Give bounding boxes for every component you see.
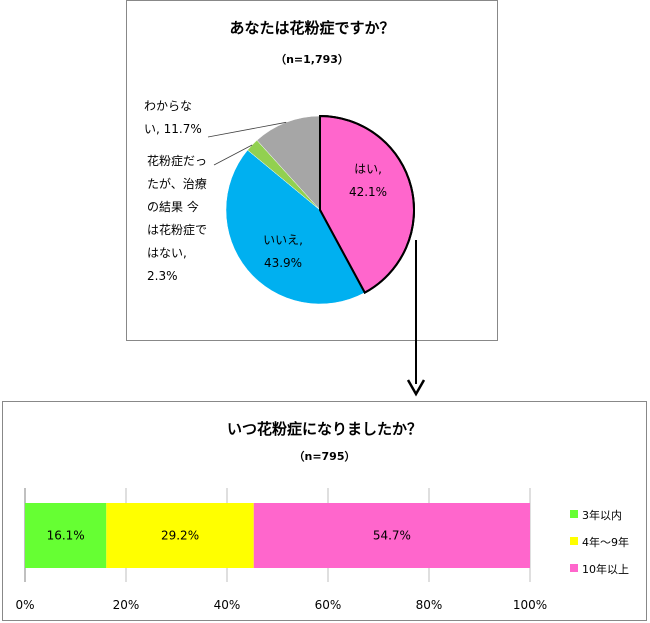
bar-subtitle: （n=795）	[293, 450, 356, 463]
pie-label-former-1: たが、治療	[147, 176, 207, 191]
bar-value-label-2: 54.7%	[373, 529, 411, 543]
bar-value-label-0: 16.1%	[47, 529, 85, 543]
bar-segment-2	[253, 503, 530, 568]
x-tick-label-3: 60%	[315, 598, 342, 612]
legend-swatch-1	[570, 537, 578, 545]
legend-label-0: 3年以内	[582, 508, 622, 522]
pie-title: あなたは花粉症ですか？	[229, 19, 395, 37]
pie-slice-yes-outline	[319, 114, 415, 295]
pie-label-yes-0: はい,	[354, 162, 382, 176]
x-tick-label-4: 80%	[416, 598, 443, 612]
bar-segment-1	[106, 503, 254, 568]
legend-swatch-2	[570, 564, 578, 572]
pie-label-no-0: いいえ,	[263, 233, 303, 247]
pie-label-former-4: はない,	[147, 246, 187, 260]
pie-label-former-0: 花粉症だっ	[147, 153, 207, 168]
connector-arrow-head	[406, 379, 426, 397]
pie-label-yes-1: 42.1%	[349, 185, 387, 199]
pie-label-no-1: 43.9%	[264, 256, 302, 270]
bar-title: いつ花粉症になりましたか？	[226, 420, 422, 438]
pie-label-former-5: 2.3%	[147, 269, 178, 283]
pie-subtitle: （n=1,793）	[275, 53, 349, 66]
pie-slice-unknown	[256, 115, 321, 211]
x-tick-label-5: 100%	[513, 598, 547, 612]
bar-value-label-1: 29.2%	[161, 529, 199, 543]
x-tick-label-2: 40%	[214, 598, 241, 612]
leader-line-unknown	[207, 121, 287, 138]
pie-label-former-2: の結果 今	[147, 199, 199, 214]
pie-label-former-3: は花粉症で	[147, 222, 207, 237]
legend-swatch-0	[570, 510, 578, 518]
legend-label-1: 4年～9年	[582, 535, 629, 549]
x-tick-label-0: 0%	[15, 598, 34, 612]
leader-line-former	[213, 144, 253, 166]
pie-label-unknown-0: わからな	[144, 99, 192, 113]
legend-label-2: 10年以上	[582, 562, 629, 576]
bar-segment-0	[25, 503, 107, 568]
x-tick-label-1: 20%	[113, 598, 140, 612]
pie-label-unknown-1: い, 11.7%	[144, 122, 202, 136]
pie-slice-no	[225, 149, 366, 305]
